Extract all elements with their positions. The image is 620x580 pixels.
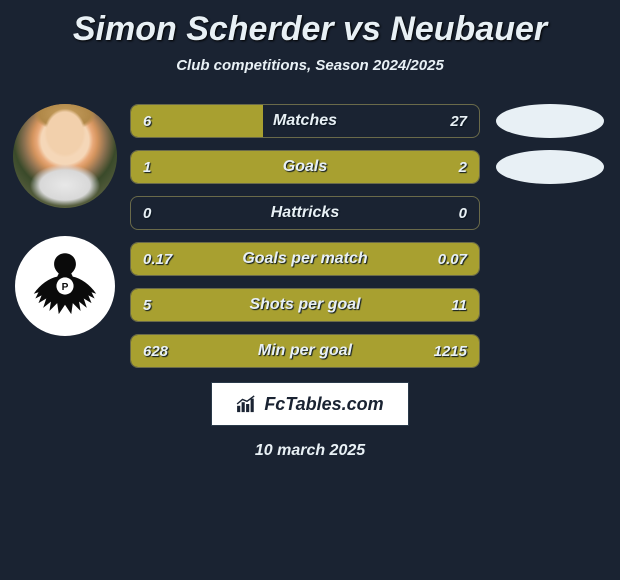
stat-bar: 5Shots per goal11 (130, 288, 480, 322)
stat-bar: 6Matches27 (130, 104, 480, 138)
eagle-icon: P (26, 247, 104, 325)
right-column (480, 92, 620, 184)
subtitle: Club competitions, Season 2024/2025 (0, 57, 620, 74)
stat-value-right: 1215 (434, 335, 467, 367)
stat-value-right: 11 (451, 289, 467, 321)
stat-label: Shots per goal (131, 289, 479, 321)
player-photo (13, 104, 117, 208)
stat-label: Hattricks (131, 197, 479, 229)
stat-bar: 628Min per goal1215 (130, 334, 480, 368)
stat-label: Matches (131, 105, 479, 137)
brand-badge: FcTables.com (211, 382, 409, 426)
left-column: P (0, 92, 130, 336)
stat-label: Goals per match (131, 243, 479, 275)
svg-text:P: P (62, 282, 69, 293)
stat-label: Goals (131, 151, 479, 183)
stat-value-right: 0.07 (438, 243, 467, 275)
stat-value-right: 2 (459, 151, 467, 183)
stat-bar: 1Goals2 (130, 150, 480, 184)
stat-bar: 0Hattricks0 (130, 196, 480, 230)
page-title: Simon Scherder vs Neubauer (0, 10, 620, 49)
stat-label: Min per goal (131, 335, 479, 367)
chart-icon (236, 395, 258, 413)
club-badge: P (15, 236, 115, 336)
stat-value-right: 27 (450, 105, 467, 137)
club2-badge-placeholder (496, 150, 604, 184)
player2-photo-placeholder (496, 104, 604, 138)
stat-value-right: 0 (459, 197, 467, 229)
stats-column: 6Matches27 1Goals2 0Hattricks0 0.17Goals pe… (130, 92, 480, 368)
stat-bar: 0.17Goals per match0.07 (130, 242, 480, 276)
date-text: 10 march 2025 (0, 442, 620, 460)
brand-text: FcTables.com (264, 394, 383, 415)
